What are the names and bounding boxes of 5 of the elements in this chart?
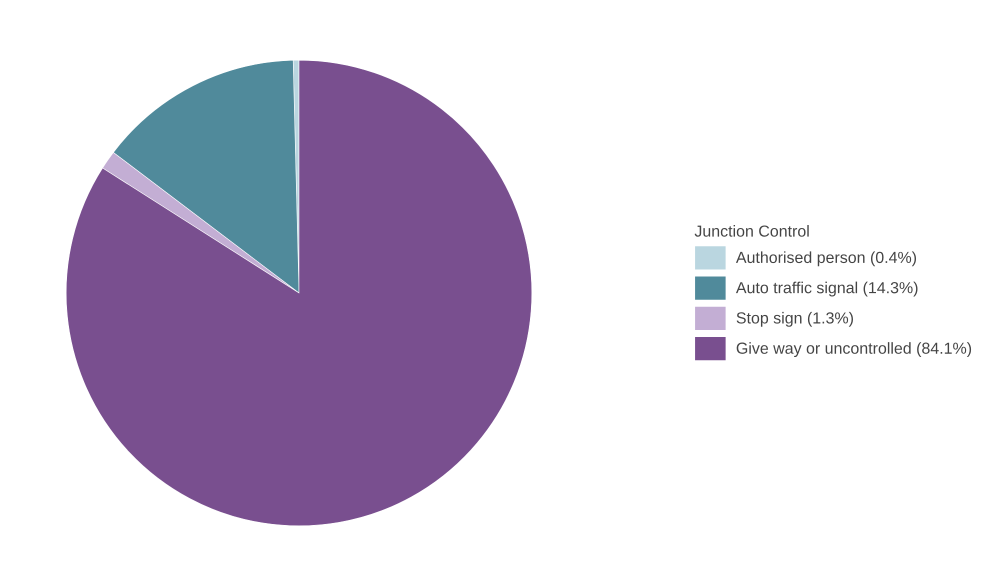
legend-title: Junction Control [694, 225, 809, 237]
legend-label: Stop sign (1.3%) [736, 312, 853, 327]
legend-label: Authorised person (0.4%) [736, 251, 916, 266]
legend-label: Auto traffic signal (14.3%) [736, 282, 918, 296]
legend-label: Give way or uncontrolled (84.1%) [736, 342, 972, 358]
